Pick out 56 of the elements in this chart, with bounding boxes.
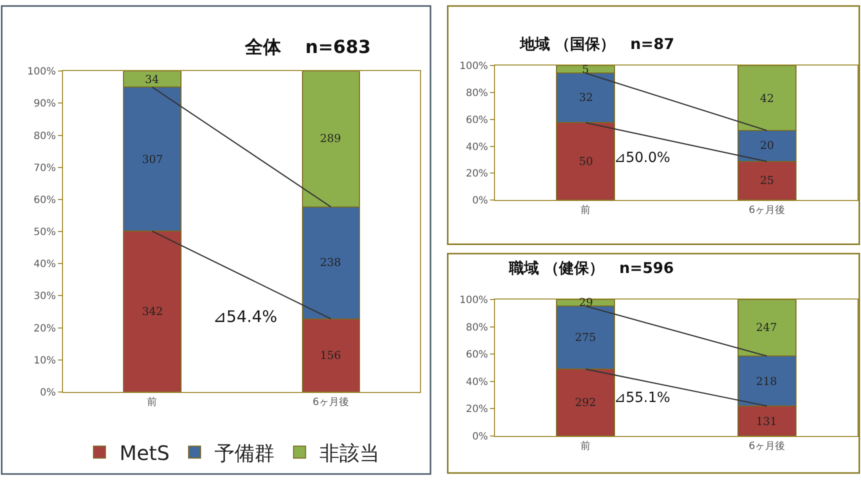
legend-label: 非該当 (320, 440, 380, 465)
x-tick-label: 6ヶ月後 (748, 204, 786, 216)
annotation: 29 (579, 296, 593, 309)
annotation: 218 (756, 375, 777, 388)
y-tick-label: 100% (27, 66, 56, 78)
chart-title: 地域 （国保） n=87 (519, 35, 674, 53)
annotation: 50 (579, 155, 593, 168)
annotation: 156 (320, 349, 341, 362)
annotation: 342 (142, 305, 163, 318)
legend-label: 予備群 (214, 440, 275, 465)
y-tick-label: 20% (466, 168, 488, 180)
y-tick-label: 0% (472, 196, 488, 207)
annotation: 5 (582, 63, 589, 76)
y-tick-label: 20% (466, 404, 488, 416)
annotation: ⊿55.1% (614, 390, 670, 406)
y-tick-label: 80% (466, 322, 488, 334)
y-tick-label: 10% (34, 355, 56, 366)
annotation: 42 (760, 92, 774, 105)
y-tick-label: 80% (34, 130, 56, 142)
annotation: 34 (145, 73, 159, 86)
y-tick-label: 0% (472, 432, 488, 443)
y-tick-label: 30% (34, 291, 56, 302)
y-tick-label: 40% (34, 259, 56, 270)
chart-title: 職域 （健保） n=596 (508, 259, 674, 277)
y-tick-label: 90% (34, 98, 56, 110)
annotation: 307 (142, 153, 163, 166)
annotation: 238 (320, 256, 341, 269)
y-tick-label: 40% (466, 142, 488, 153)
legend-label: MetS (119, 440, 170, 465)
annotation: 247 (756, 321, 777, 334)
annotation: ⊿50.0% (614, 150, 670, 166)
chart-title: 全体 n=683 (244, 37, 371, 58)
y-tick-label: 20% (34, 323, 56, 334)
y-tick-label: 60% (34, 194, 56, 206)
x-tick-label: 前 (147, 396, 158, 408)
y-tick-label: 0% (40, 387, 56, 398)
annotation: 131 (756, 415, 777, 428)
annotation: 25 (760, 174, 774, 187)
x-tick-label: 6ヶ月後 (312, 396, 350, 408)
annotation: 20 (760, 139, 774, 152)
y-tick-label: 100% (459, 295, 488, 306)
y-tick-label: 50% (34, 227, 56, 238)
y-tick-label: 60% (466, 114, 488, 126)
x-tick-label: 前 (580, 204, 591, 216)
y-tick-label: 80% (466, 88, 488, 99)
annotation: 289 (320, 132, 341, 145)
annotation: 292 (575, 396, 596, 409)
annotation: 32 (579, 91, 593, 104)
x-tick-label: 前 (580, 440, 591, 452)
y-tick-label: 60% (466, 350, 488, 361)
y-tick-label: 40% (466, 376, 488, 388)
y-tick-label: 100% (459, 61, 488, 72)
annotation: 275 (575, 331, 596, 344)
x-tick-label: 6ヶ月後 (748, 440, 786, 452)
y-tick-label: 70% (34, 162, 56, 174)
annotation: ⊿54.4% (213, 307, 278, 326)
